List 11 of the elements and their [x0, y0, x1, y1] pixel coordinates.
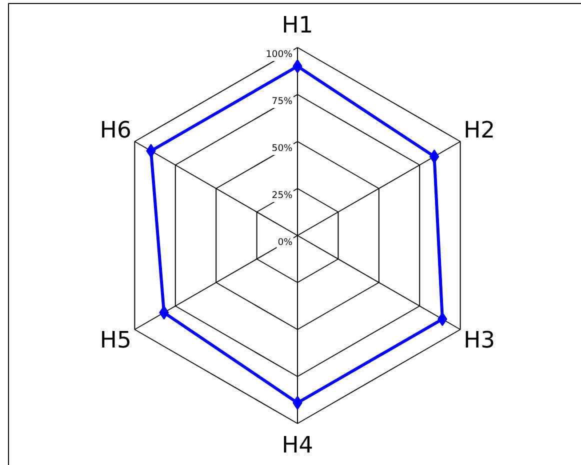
y-tick-label: 25%: [272, 190, 293, 201]
spoke-label: H6: [100, 118, 132, 144]
spoke-label: H4: [282, 432, 314, 458]
spoke-label: H5: [100, 328, 132, 354]
y-tick-label: 50%: [272, 143, 293, 154]
spoke-label: H2: [464, 118, 496, 144]
y-tick-label: 0%: [278, 237, 293, 248]
y-tick-label: 75%: [272, 96, 293, 107]
spoke-label: H1: [282, 12, 314, 38]
y-tick-label: 100%: [266, 49, 293, 60]
spoke-label: H3: [464, 328, 496, 354]
